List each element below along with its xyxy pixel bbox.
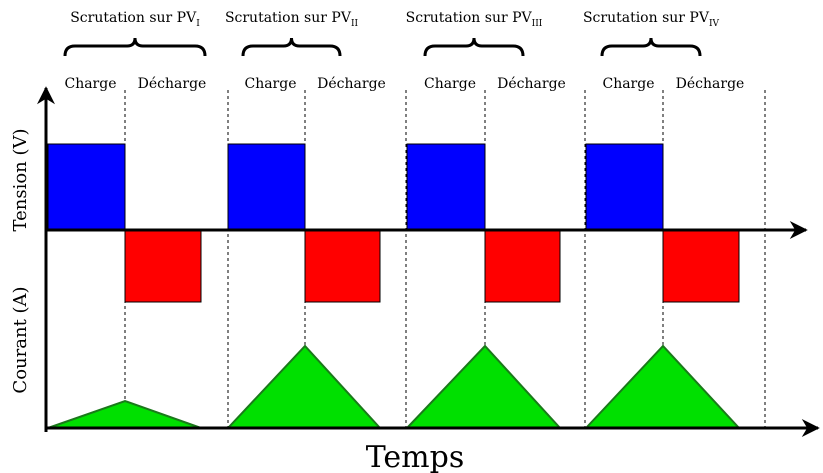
- current-ramp: [47, 399, 202, 429]
- phase-subscript: IV: [709, 19, 720, 29]
- voltage-pulse: [585, 143, 664, 231]
- discharge-pulse: [124, 229, 202, 303]
- charge-label: Charge: [424, 76, 476, 92]
- voltage-pulse: [47, 143, 126, 231]
- phase-title: Scrutation sur PVI: [70, 10, 200, 29]
- phase-title-text: Scrutation sur PV: [225, 10, 352, 26]
- shapes: [47, 90, 766, 429]
- brace: [423, 37, 525, 57]
- phase-title-text: Scrutation sur PV: [583, 10, 710, 26]
- voltage-label: Tension (V): [10, 128, 31, 231]
- charge-label: Charge: [64, 76, 116, 92]
- discharge-pulse: [484, 229, 561, 303]
- current-ramp: [225, 344, 383, 429]
- time-label: Temps: [366, 440, 464, 473]
- discharge-label: Décharge: [317, 76, 386, 92]
- discharge-pulse: [304, 229, 381, 303]
- phase-subscript: II: [351, 19, 359, 29]
- phase-title: Scrutation sur PVIV: [583, 10, 720, 29]
- brace: [63, 37, 207, 57]
- phase-subscript: III: [532, 19, 543, 29]
- phase-title-text: Scrutation sur PV: [70, 10, 197, 26]
- discharge-pulse: [662, 229, 740, 303]
- phase-title: Scrutation sur PVIII: [406, 10, 543, 29]
- phase-subscript: I: [196, 19, 200, 29]
- current-ramp: [583, 344, 742, 429]
- phase-title: Scrutation sur PVII: [225, 10, 359, 29]
- brace: [600, 37, 702, 57]
- discharge-label: Décharge: [676, 76, 745, 92]
- phase-title-text: Scrutation sur PV: [406, 10, 533, 26]
- current-ramp: [404, 344, 563, 429]
- voltage-pulse: [227, 143, 306, 231]
- charge-label: Charge: [244, 76, 296, 92]
- charge-label: Charge: [602, 76, 654, 92]
- discharge-label: Décharge: [138, 76, 207, 92]
- current-label: Courant (A): [10, 286, 31, 393]
- brace: [241, 37, 342, 57]
- voltage-pulse: [406, 143, 486, 231]
- discharge-label: Décharge: [497, 76, 566, 92]
